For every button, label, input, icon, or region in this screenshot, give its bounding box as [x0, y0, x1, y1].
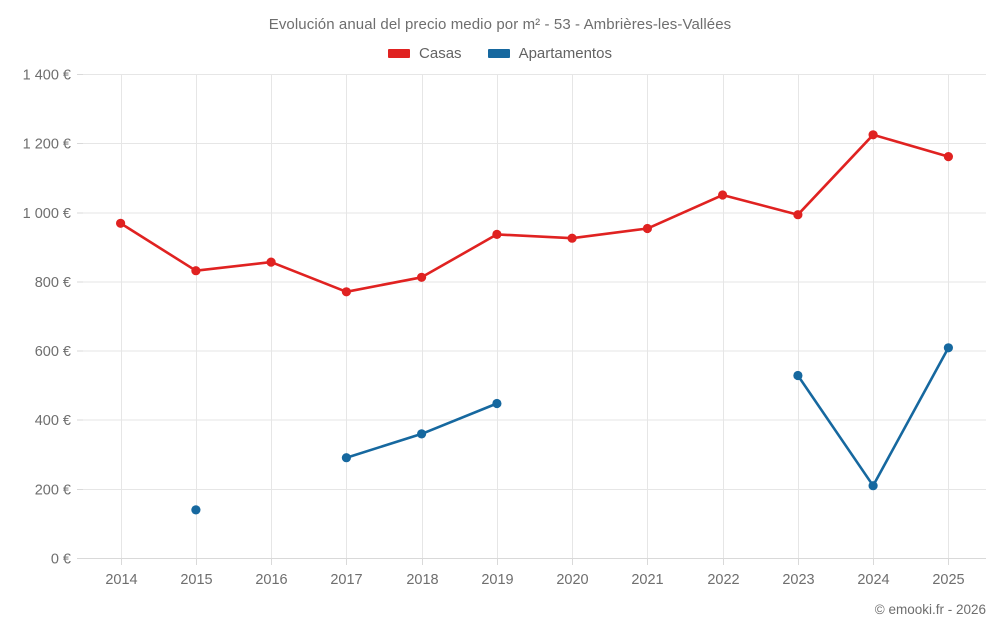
- data-point-casas-2022[interactable]: [718, 190, 728, 200]
- data-point-apartamentos-2019[interactable]: [492, 398, 502, 409]
- data-point-casas-2020[interactable]: [567, 233, 577, 243]
- data-point-casas-2021[interactable]: [642, 223, 653, 234]
- data-point-apartamentos-2018[interactable]: [417, 429, 427, 439]
- data-point-apartamentos-2025[interactable]: [943, 343, 954, 353]
- x-axis-tick-label: 2015: [180, 572, 212, 588]
- x-axis-tick-label: 2018: [406, 572, 438, 588]
- legend-item-label: Apartamentos: [518, 45, 612, 62]
- x-axis-tick-label: 2025: [932, 572, 964, 588]
- legend-item-apartamentos[interactable]: Apartamentos: [487, 45, 612, 62]
- data-point-casas-2025[interactable]: [943, 152, 954, 162]
- data-point-casas-2023[interactable]: [793, 210, 803, 220]
- legend-swatch-icon: [388, 49, 411, 58]
- legend-swatch-icon: [487, 49, 510, 58]
- x-axis-tick-label: 2023: [782, 572, 814, 588]
- x-axis-tick-label: 2021: [631, 572, 663, 588]
- y-axis-tick-label: 800 €: [35, 275, 71, 291]
- x-axis-tick-label: 2014: [105, 572, 137, 588]
- legend-item-casas[interactable]: Casas: [388, 45, 462, 62]
- y-axis-tick-label: 1 000 €: [23, 206, 71, 222]
- legend-item-label: Casas: [419, 45, 462, 62]
- data-point-apartamentos-2015[interactable]: [191, 505, 201, 515]
- data-point-apartamentos-2024[interactable]: [868, 481, 878, 491]
- data-point-casas-2015[interactable]: [191, 266, 201, 276]
- data-point-apartamentos-2017[interactable]: [341, 453, 351, 463]
- x-axis-tick-label: 2020: [556, 572, 588, 588]
- data-point-casas-2024[interactable]: [868, 130, 878, 140]
- series-line-casas: [119, 133, 950, 294]
- y-axis-tick-label: 0 €: [51, 552, 71, 568]
- y-axis-tick-label: 1 400 €: [23, 68, 71, 84]
- data-point-casas-2018[interactable]: [417, 272, 427, 282]
- chart-title: Evolución anual del precio medio por m² …: [268, 16, 732, 33]
- x-axis-tick-label: 2016: [255, 572, 287, 588]
- data-point-casas-2016[interactable]: [266, 257, 276, 267]
- y-axis-tick-label: 200 €: [35, 482, 71, 498]
- data-point-casas-2014[interactable]: [116, 218, 126, 228]
- x-axis-tick-label: 2019: [481, 572, 513, 588]
- y-axis-tick-label: 1 200 €: [23, 137, 71, 153]
- y-axis-tick-label: 400 €: [35, 413, 71, 429]
- data-point-casas-2017[interactable]: [341, 287, 351, 297]
- x-axis-tick-label: 2024: [857, 572, 889, 588]
- data-point-apartamentos-2023[interactable]: [793, 370, 803, 381]
- copyright-credit: © emooki.fr - 2026: [874, 602, 986, 617]
- data-point-casas-2019[interactable]: [492, 229, 502, 239]
- x-axis-tick-label: 2017: [330, 572, 362, 588]
- chart-legend: Casas Apartamentos: [0, 45, 1000, 62]
- y-axis-tick-label: 600 €: [35, 344, 71, 360]
- x-axis-tick-label: 2022: [707, 572, 739, 588]
